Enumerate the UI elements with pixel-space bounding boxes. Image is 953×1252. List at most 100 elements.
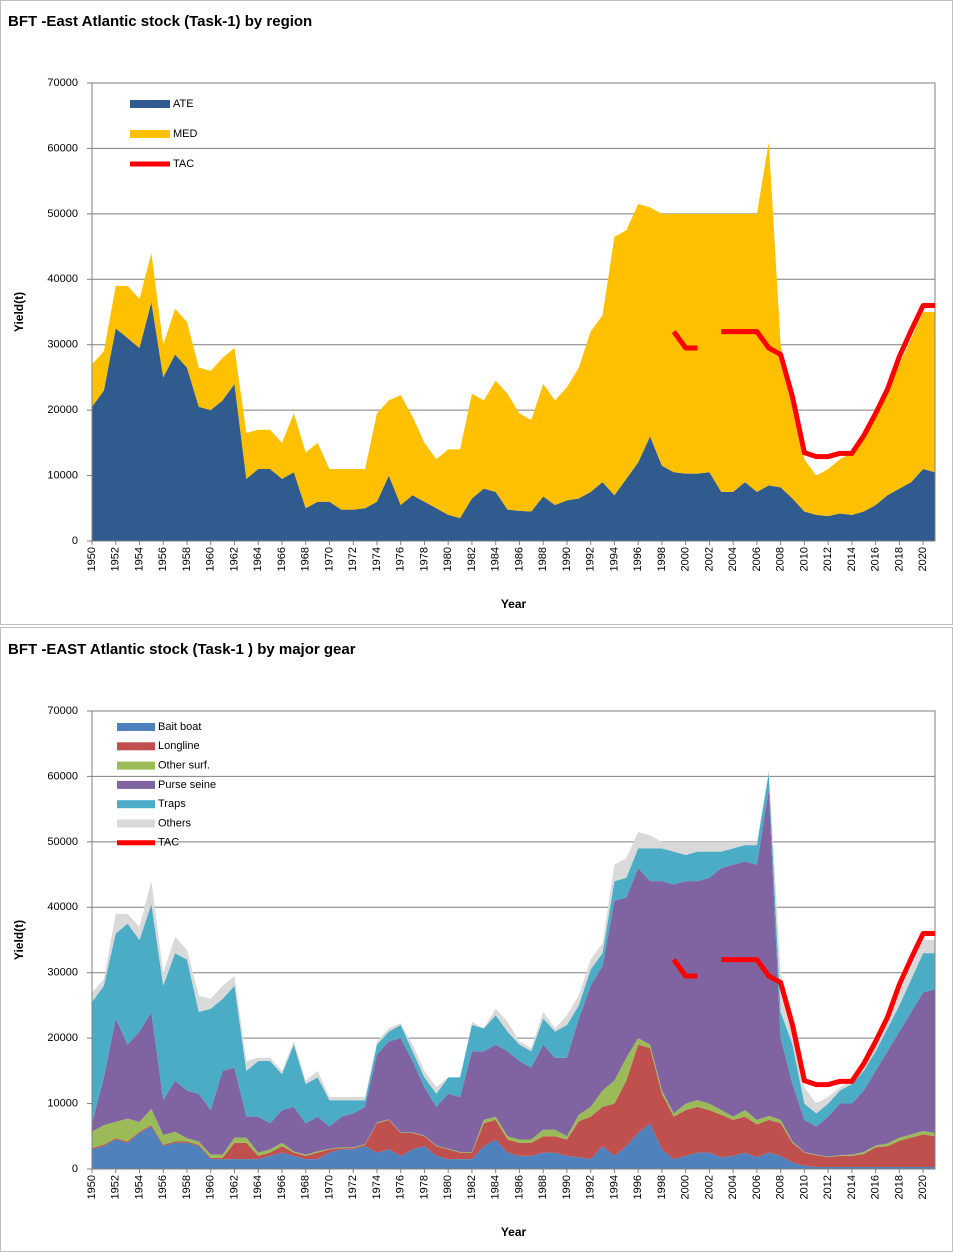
x-tick-label: 2018 <box>893 547 905 571</box>
x-tick-label: 1984 <box>490 547 502 571</box>
x-tick-label: 1988 <box>537 547 549 571</box>
x-tick-label: 1986 <box>513 547 525 571</box>
x-tick-label: 1958 <box>181 1175 193 1199</box>
x-tick-label: 1952 <box>110 547 122 571</box>
y-tick-label: 30000 <box>47 339 78 351</box>
x-tick-label: 2012 <box>822 547 834 571</box>
plot-frame <box>91 710 936 1170</box>
x-tick-label: 2012 <box>822 1175 834 1199</box>
legend-label: MED <box>173 128 198 140</box>
x-tick-label: 2010 <box>798 547 810 571</box>
y-tick-label: 40000 <box>47 901 78 913</box>
area <box>92 1123 935 1169</box>
legend-label: TAC <box>158 837 179 849</box>
x-tick-label: 2020 <box>917 547 929 571</box>
y-tick-label: 20000 <box>47 404 78 416</box>
y-tick-label: 0 <box>72 535 78 547</box>
x-tick-label: 1996 <box>632 1175 644 1199</box>
x-tick-label: 2014 <box>846 1175 858 1199</box>
x-tick-label: 1996 <box>632 547 644 571</box>
y-tick-label: 70000 <box>47 705 78 717</box>
x-tick-label: 2016 <box>870 547 882 571</box>
x-tick-label: 1974 <box>371 547 383 571</box>
y-tick-label: 30000 <box>47 967 78 979</box>
legend-swatch <box>117 761 155 770</box>
x-tick-label: 2004 <box>727 1175 739 1199</box>
x-tick-label: 2014 <box>846 547 858 571</box>
x-tick-label: 2002 <box>703 1175 715 1199</box>
x-tick-label: 1950 <box>86 547 98 571</box>
area <box>92 141 935 519</box>
chart-title: BFT -EAST Atlantic stock (Task-1 ) by ma… <box>8 641 356 658</box>
x-tick-label: 1956 <box>157 1175 169 1199</box>
line <box>671 930 935 1088</box>
legend-swatch <box>117 780 155 789</box>
legend-swatch <box>130 100 170 108</box>
legend-label: Others <box>158 817 192 829</box>
y-tick-label: 10000 <box>47 1097 78 1109</box>
x-tick-label: 1954 <box>133 547 145 571</box>
y-tick-label: 40000 <box>47 273 78 285</box>
x-tick-label: 1966 <box>276 547 288 571</box>
area <box>92 1044 935 1168</box>
y-tick-label: 10000 <box>47 469 78 481</box>
legend-label: Purse seine <box>158 779 216 791</box>
legend-label: Traps <box>158 798 186 810</box>
x-tick-label: 1990 <box>561 1175 573 1199</box>
x-tick-label: 2018 <box>893 1175 905 1199</box>
x-tick-label: 1968 <box>300 1175 312 1199</box>
x-tick-label: 1994 <box>608 547 620 571</box>
x-tick-label: 1994 <box>608 1175 620 1199</box>
x-tick-label: 1990 <box>561 547 573 571</box>
x-tick-label: 1986 <box>513 1175 525 1199</box>
legend-swatch <box>117 800 155 809</box>
y-tick-label: 70000 <box>47 77 78 89</box>
x-tick-label: 1984 <box>490 1175 502 1199</box>
x-tick-label: 2004 <box>727 547 739 571</box>
y-tick-label: 60000 <box>47 142 78 154</box>
x-tick-label: 1982 <box>466 1175 478 1199</box>
y-tick-label: 50000 <box>47 208 78 220</box>
legend-label: Bait boat <box>158 721 201 733</box>
x-tick-label: 1980 <box>442 547 454 571</box>
x-tick-label: 1954 <box>133 1175 145 1199</box>
x-tick-label: 1968 <box>300 547 312 571</box>
x-tick-label: 1964 <box>252 1175 264 1199</box>
legend-swatch <box>117 742 155 751</box>
x-tick-label: 1978 <box>418 1175 430 1199</box>
x-tick-label: 2010 <box>798 1175 810 1199</box>
legend-swatch <box>117 819 155 828</box>
x-tick-label: 2006 <box>751 547 763 571</box>
x-tick-label: 1978 <box>418 547 430 571</box>
x-tick-label: 1962 <box>228 547 240 571</box>
x-tick-label: 2000 <box>680 1175 692 1199</box>
x-tick-label: 1962 <box>228 1175 240 1199</box>
x-tick-label: 1952 <box>110 1175 122 1199</box>
x-tick-label: 1992 <box>585 547 597 571</box>
x-tick-label: 1974 <box>371 1175 383 1199</box>
x-tick-label: 1980 <box>442 1175 454 1199</box>
x-tick-label: 2020 <box>917 1175 929 1199</box>
y-axis-title: Yield(t) <box>12 292 26 332</box>
x-tick-label: 1958 <box>181 547 193 571</box>
y-tick-label: 20000 <box>47 1032 78 1044</box>
x-tick-label: 1992 <box>585 1175 597 1199</box>
y-tick-label: 60000 <box>47 770 78 782</box>
x-tick-label: 2002 <box>703 547 715 571</box>
y-tick-label: 50000 <box>47 836 78 848</box>
line <box>671 302 935 460</box>
x-tick-label: 1956 <box>157 547 169 571</box>
x-tick-label: 1998 <box>656 1175 668 1199</box>
x-tick-label: 1972 <box>347 547 359 571</box>
x-axis-title: Year <box>501 1225 527 1239</box>
chart-title: BFT -East Atlantic stock (Task-1) by reg… <box>8 13 312 30</box>
x-axis-title: Year <box>501 597 527 611</box>
x-tick-label: 1988 <box>537 1175 549 1199</box>
x-tick-label: 2016 <box>870 1175 882 1199</box>
legend-label: ATE <box>173 98 194 110</box>
area <box>92 773 935 1127</box>
x-tick-label: 1998 <box>656 547 668 571</box>
x-tick-label: 1972 <box>347 1175 359 1199</box>
x-tick-label: 1970 <box>323 1175 335 1199</box>
